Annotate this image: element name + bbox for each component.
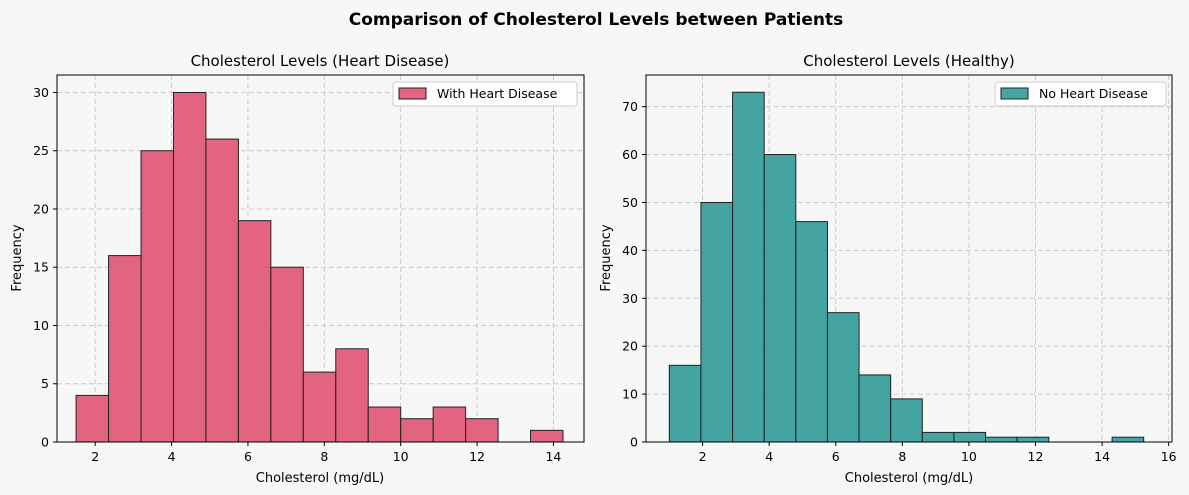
legend: No Heart Disease	[994, 81, 1167, 107]
histogram-bar	[75, 394, 110, 443]
y-tick-label: 0	[630, 435, 638, 450]
x-axis-label: Cholesterol (mg/dL)	[256, 471, 384, 486]
histogram-bar	[140, 150, 174, 443]
y-tick-label: 5	[41, 376, 49, 391]
x-axis-label: Cholesterol (mg/dL)	[845, 471, 973, 486]
x-tick-label: 8	[898, 449, 906, 464]
y-tick-label: 70	[622, 99, 638, 114]
histogram-bar	[367, 406, 402, 443]
x-tick-label: 4	[168, 449, 176, 464]
histogram-bar	[108, 255, 142, 443]
heart-disease-histogram: Cholesterol Levels (Heart Disease) 2 4 6 8 1…	[10, 52, 585, 486]
histogram-bar	[432, 406, 467, 443]
x-tick-label: 10	[961, 449, 977, 464]
chart-title: Cholesterol Levels (Heart Disease)	[191, 52, 450, 70]
histogram-bars	[75, 91, 564, 443]
legend-frame	[392, 81, 578, 107]
legend: With Heart Disease	[392, 81, 578, 107]
y-tick-label: 40	[622, 243, 638, 258]
legend-swatch	[398, 87, 427, 100]
healthy-histogram: Cholesterol Levels (Healthy) 2 4 6 8 10 12 14 1…	[599, 52, 1177, 486]
y-tick-label: 20	[622, 339, 638, 354]
histogram-bar	[795, 221, 828, 443]
histogram-bar	[732, 91, 765, 443]
histogram-bar	[1016, 436, 1050, 443]
chart-title: Cholesterol Levels (Healthy)	[803, 52, 1014, 70]
x-tick-label: 2	[699, 449, 707, 464]
y-tick-label: 10	[622, 387, 638, 402]
legend-label: With Heart Disease	[437, 86, 558, 101]
histogram-bar	[530, 429, 564, 443]
axis-ticks: 2 4 6 8 10 12 14 16 0 10 20 30 40 50 60 70	[622, 99, 1177, 464]
histogram-bar	[921, 431, 955, 443]
histogram-bar	[302, 371, 337, 443]
histogram-bar	[826, 312, 860, 443]
histogram-bar	[700, 201, 734, 443]
x-tick-label: 4	[765, 449, 773, 464]
y-tick-label: 20	[33, 201, 49, 216]
y-tick-label: 50	[622, 195, 638, 210]
x-tick-label: 12	[1028, 449, 1044, 464]
axis-ticks: 2 4 6 8 10 12 14 0 5 10 15 20 25 30	[33, 85, 561, 464]
histogram-bar	[172, 91, 207, 443]
y-tick-label: 15	[33, 260, 49, 275]
x-tick-label: 12	[469, 449, 485, 464]
y-tick-label: 30	[622, 291, 638, 306]
histogram-bar	[890, 398, 923, 443]
legend-label: No Heart Disease	[1039, 86, 1148, 101]
y-axis-label: Frequency	[599, 224, 614, 291]
legend-frame	[994, 81, 1167, 107]
x-tick-label: 2	[91, 449, 99, 464]
histogram-bar	[400, 418, 434, 443]
histogram-bar	[465, 418, 499, 443]
plot-frame	[645, 74, 1173, 443]
histogram-bar	[763, 154, 797, 443]
y-tick-label: 30	[33, 85, 49, 100]
legend-swatch	[1000, 87, 1029, 100]
histogram-bar	[1111, 436, 1145, 443]
y-axis-label: Frequency	[10, 224, 25, 291]
y-tick-label: 60	[622, 147, 638, 162]
x-tick-label: 16	[1161, 449, 1177, 464]
figure-title: Comparison of Cholesterol Levels between…	[349, 10, 844, 30]
histogram-bar	[858, 374, 892, 443]
x-tick-label: 6	[832, 449, 840, 464]
histogram-bar	[953, 431, 987, 443]
histogram-bar	[237, 220, 272, 443]
x-tick-label: 8	[320, 449, 328, 464]
histogram-bar	[668, 364, 702, 443]
x-tick-label: 6	[244, 449, 252, 464]
x-tick-label: 10	[393, 449, 409, 464]
x-tick-label: 14	[545, 449, 561, 464]
histogram-bar	[270, 266, 304, 443]
histogram-bars	[668, 91, 1145, 443]
histogram-bar	[205, 138, 239, 443]
histogram-bar	[335, 348, 369, 443]
y-tick-label: 10	[33, 318, 49, 333]
plot-frame	[56, 74, 585, 443]
y-tick-label: 25	[33, 143, 49, 158]
y-tick-label: 0	[41, 435, 49, 450]
histogram-bar	[985, 436, 1018, 443]
x-tick-label: 14	[1094, 449, 1110, 464]
